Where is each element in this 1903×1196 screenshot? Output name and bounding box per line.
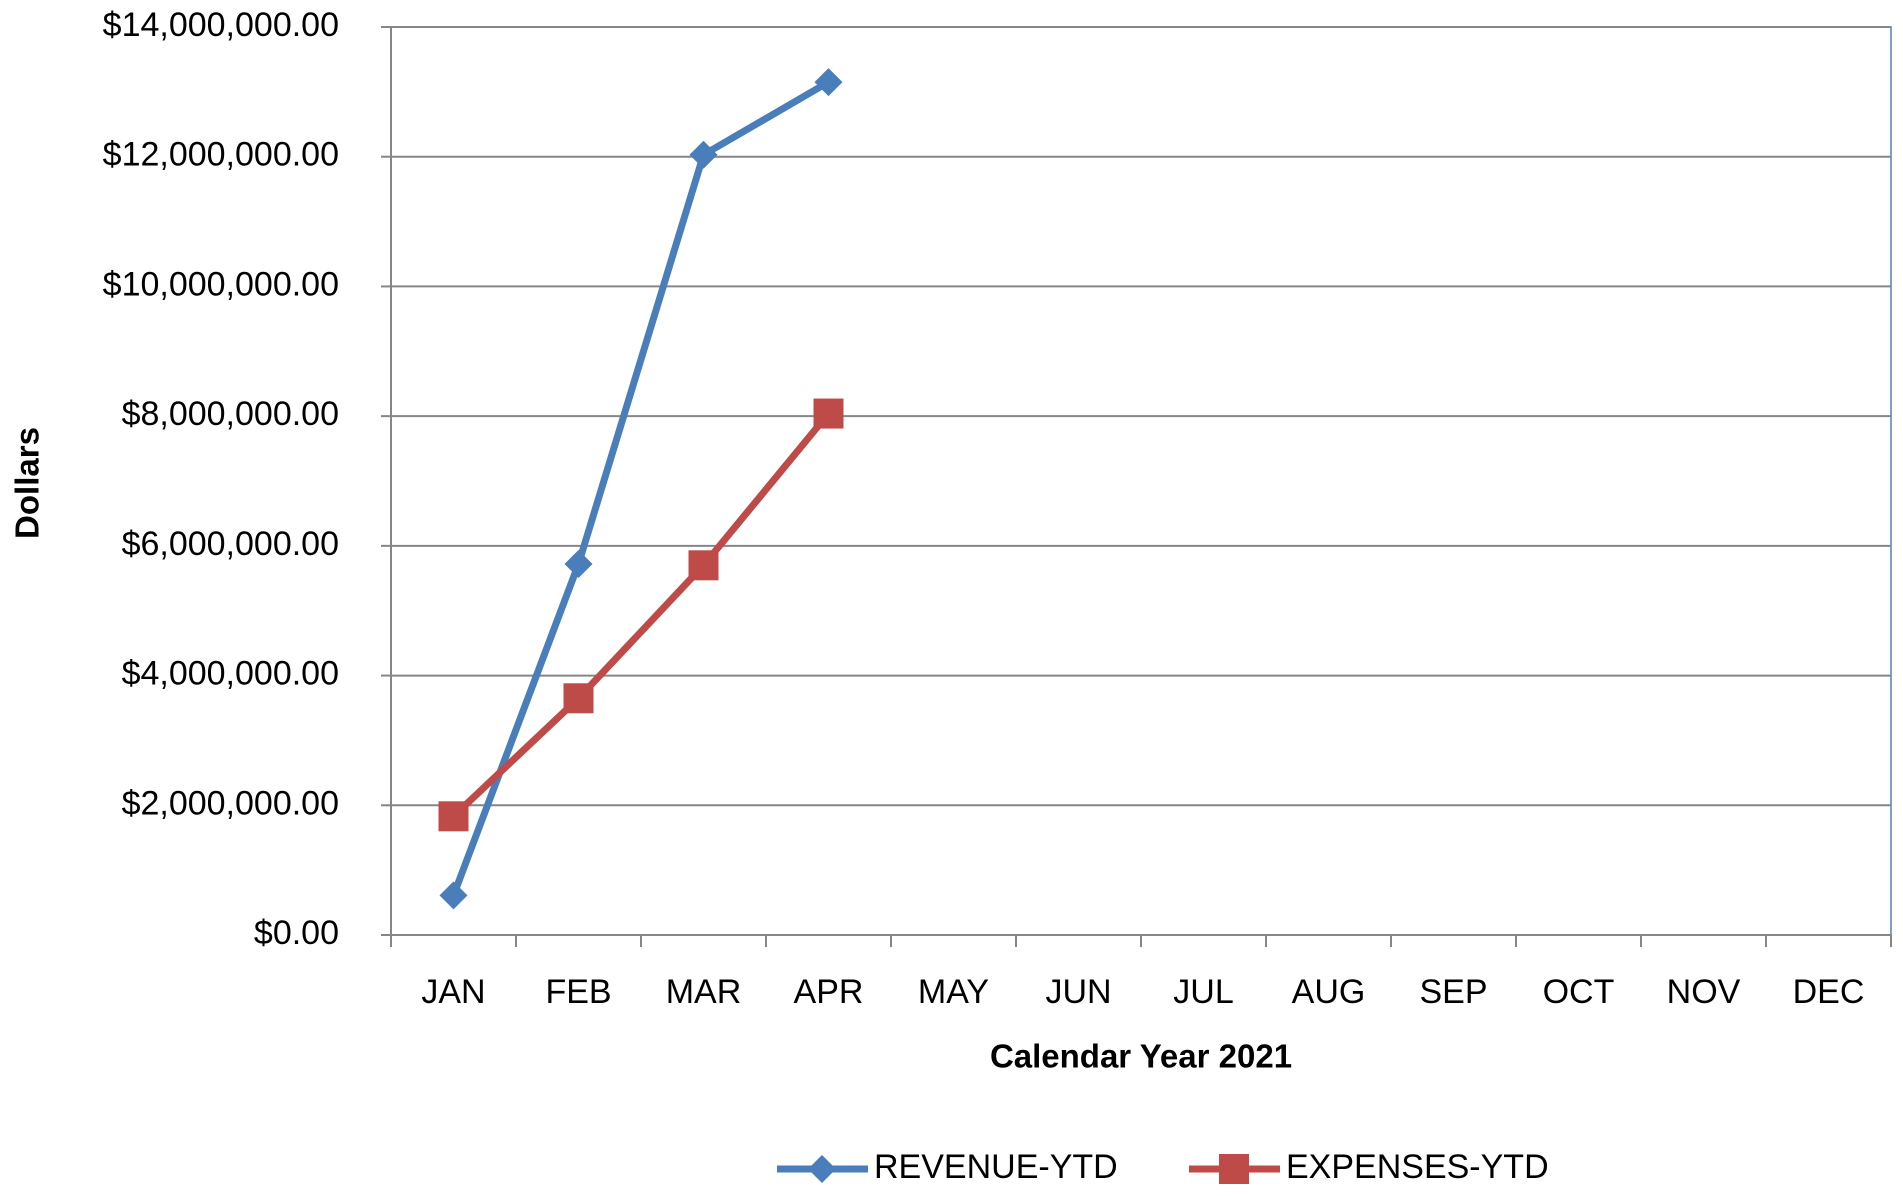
x-tick-label: FEB [545,973,611,1011]
x-tick-label: JAN [421,973,485,1011]
y-axis-title: Dollars [9,427,46,539]
legend-label: REVENUE-YTD [874,1148,1118,1186]
data-point [564,550,593,579]
plot-border [390,26,1892,936]
y-tick-label: $12,000,000.00 [103,136,339,174]
x-tick-label: JUN [1045,973,1111,1011]
y-tick-label: $10,000,000.00 [103,265,339,303]
y-tick-label: $14,000,000.00 [103,6,339,44]
data-point [689,140,718,169]
x-tick-label: JUL [1173,973,1233,1011]
data-point [439,881,468,910]
x-tick-label: DEC [1793,973,1865,1011]
x-tick-label: MAR [666,973,742,1011]
series-line [451,411,832,819]
y-tick-label: $4,000,000.00 [122,655,339,693]
data-point [438,801,469,832]
x-tick-label: NOV [1667,973,1741,1011]
data-point [813,398,844,429]
data-point [688,550,719,581]
x-tick-label: AUG [1292,973,1366,1011]
y-tick-label: $6,000,000.00 [122,525,339,563]
x-tick-label: MAY [918,973,989,1011]
y-tick-label: $8,000,000.00 [122,395,339,433]
legend-label: EXPENSES-YTD [1286,1148,1549,1186]
y-tick-label: $2,000,000.00 [122,784,339,822]
data-point [563,683,594,714]
x-tick-label: OCT [1543,973,1615,1011]
x-axis-title: Calendar Year 2021 [990,1038,1292,1075]
legend-marker [1219,1154,1249,1184]
data-point [814,68,843,97]
x-tick-label: SEP [1419,973,1487,1011]
x-tick-label: APR [794,973,864,1011]
y-tick-label: $0.00 [254,914,339,952]
series-line [450,79,831,897]
legend-marker [808,1155,836,1183]
